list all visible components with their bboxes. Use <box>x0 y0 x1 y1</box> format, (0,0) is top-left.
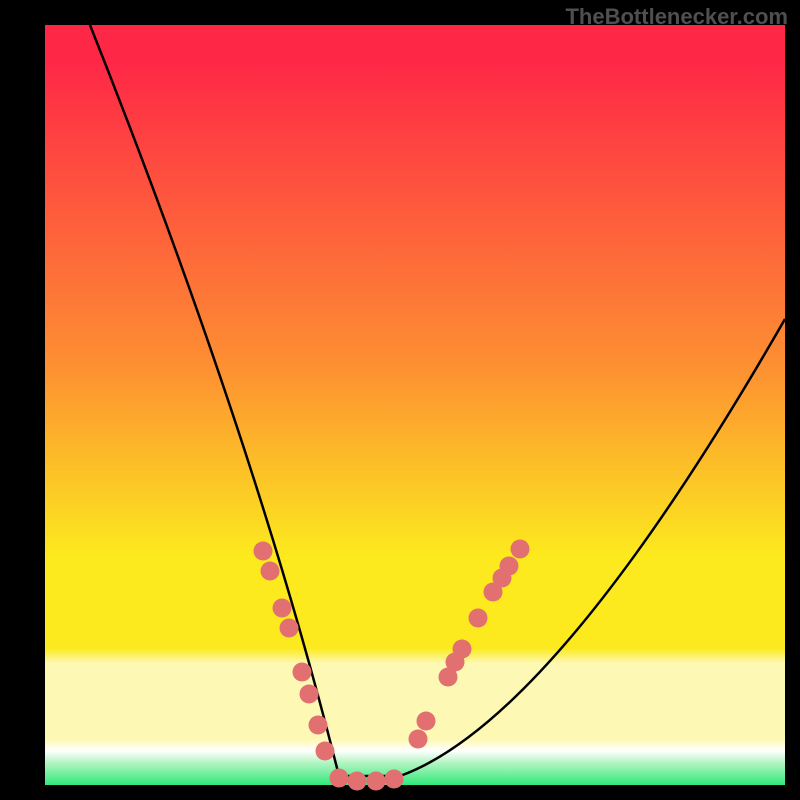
v-curve <box>90 25 785 776</box>
data-marker <box>409 730 428 749</box>
marker-group <box>254 540 530 791</box>
data-marker <box>469 609 488 628</box>
data-marker <box>385 770 404 789</box>
curve-layer <box>0 0 800 800</box>
data-marker <box>453 640 472 659</box>
gradient-plot-area <box>45 25 785 785</box>
data-marker <box>273 599 292 618</box>
data-marker <box>367 772 386 791</box>
data-marker <box>417 712 436 731</box>
data-marker <box>280 619 299 638</box>
data-marker <box>348 772 367 791</box>
data-marker <box>330 769 349 788</box>
data-marker <box>254 542 273 561</box>
data-marker <box>309 716 328 735</box>
data-marker <box>293 663 312 682</box>
data-marker <box>316 742 335 761</box>
data-marker <box>511 540 530 559</box>
data-marker <box>300 685 319 704</box>
data-marker <box>500 557 519 576</box>
watermark-text: TheBottlenecker.com <box>565 4 788 30</box>
data-marker <box>261 562 280 581</box>
